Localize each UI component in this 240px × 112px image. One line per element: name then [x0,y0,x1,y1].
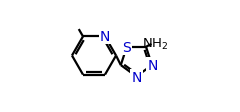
Text: NH$_2$: NH$_2$ [142,37,168,52]
Text: N: N [100,30,110,44]
Text: N: N [147,59,158,72]
Text: N: N [131,70,142,84]
Text: S: S [122,40,131,54]
